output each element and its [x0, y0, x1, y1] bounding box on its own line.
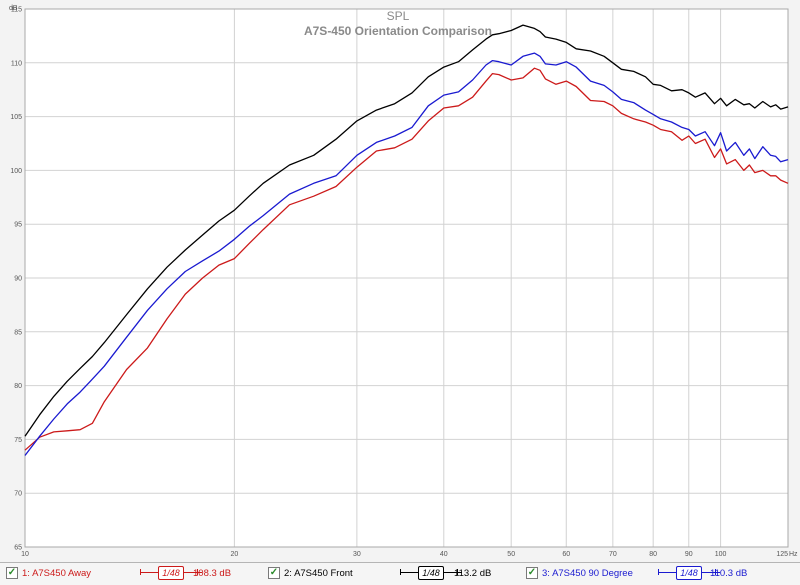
y-tick-label: 90 — [14, 276, 22, 283]
legend-value-90-degree: 110.3 dB — [710, 568, 748, 579]
y-tick-label: 70 — [14, 491, 22, 498]
y-tick-label: 100 — [10, 168, 22, 175]
series-line-front — [24, 24, 789, 437]
legend-label-front: A7S450 Front — [294, 568, 353, 579]
smoothing-cap-right-away — [197, 569, 202, 575]
smoothing-cap-right-90-degree — [715, 569, 720, 575]
x-tick-label: 60 — [562, 551, 570, 558]
legend-checkbox-90-degree[interactable]: ✓ — [526, 567, 538, 579]
y-tick-label: 95 — [14, 222, 22, 229]
x-tick-label: 20 — [230, 551, 238, 558]
x-tick-label: 80 — [649, 551, 657, 558]
legend-name-front: 2: A7S450 Front — [284, 568, 353, 579]
x-tick-label: 100 — [715, 551, 727, 558]
spl-chart: 10 20 30 40 50 60 70 80 90 100 125 65 70 75 80 85 90 95 1… — [9, 5, 798, 558]
smoothing-cap-right-front — [457, 569, 462, 575]
y-tick-label: 115 — [11, 7, 22, 14]
y-axis-ticks: 65 70 75 80 85 90 95 100 105 110 115 — [10, 7, 22, 552]
legend-name-away: 1: A7S450 Away — [22, 568, 91, 579]
x-tick-label: 40 — [440, 551, 448, 558]
legend-value-front: 113.2 dB — [454, 568, 492, 579]
y-tick-label: 65 — [14, 545, 22, 552]
x-tick-label: 90 — [685, 551, 693, 558]
x-tick-label: 125 — [776, 551, 788, 558]
x-tick-label: 70 — [609, 551, 617, 558]
smoothing-cap-left-front — [400, 569, 405, 575]
x-tick-label: 10 — [21, 551, 29, 558]
legend-value-away: 108.3 dB — [193, 568, 232, 579]
smoothing-control-away[interactable]: 1/48 — [140, 566, 202, 580]
legend-index-away: 1: — [22, 568, 30, 579]
chart-subtitle: A7S-450 Orientation Comparison — [304, 24, 492, 38]
series-line-away — [24, 67, 789, 451]
x-axis-ticks: 10 20 30 40 50 60 70 80 90 100 125 — [21, 551, 788, 558]
smoothing-label-front: 1/48 — [418, 566, 444, 580]
series-group — [24, 24, 789, 456]
y-tick-label: 85 — [14, 329, 22, 336]
y-tick-label: 75 — [14, 437, 22, 444]
smoothing-cap-left-90-degree — [658, 569, 663, 575]
legend-bar: ✓ 1: A7S450 Away 1/48 108.3 dB ✓ 2: A7S4… — [0, 562, 800, 585]
y-tick-label: 105 — [10, 114, 22, 121]
legend-checkbox-front[interactable]: ✓ — [268, 567, 280, 579]
series-line-90-degree — [24, 52, 789, 456]
chart-title: SPL — [387, 9, 410, 23]
smoothing-control-90-degree[interactable]: 1/48 — [658, 566, 720, 580]
smoothing-cap-left-away — [140, 569, 145, 575]
legend-label-away: A7S450 Away — [32, 568, 92, 579]
x-axis-label: Hz — [789, 551, 798, 558]
legend-index-90-degree: 3: — [542, 568, 550, 579]
y-axis-label: dB — [9, 5, 18, 12]
smoothing-label-away: 1/48 — [158, 566, 184, 580]
y-tick-label: 110 — [11, 60, 22, 67]
legend-index-front: 2: — [284, 568, 292, 579]
x-tick-label: 30 — [353, 551, 361, 558]
smoothing-control-front[interactable]: 1/48 — [400, 566, 462, 580]
legend-label-90-degree: A7S450 90 Degree — [552, 568, 633, 579]
legend-name-90-degree: 3: A7S450 90 Degree — [542, 568, 633, 579]
y-tick-label: 80 — [14, 383, 22, 390]
legend-checkbox-away[interactable]: ✓ — [6, 567, 18, 579]
smoothing-label-90-degree: 1/48 — [676, 566, 702, 580]
plot-frame — [24, 8, 789, 548]
x-tick-label: 50 — [507, 551, 515, 558]
